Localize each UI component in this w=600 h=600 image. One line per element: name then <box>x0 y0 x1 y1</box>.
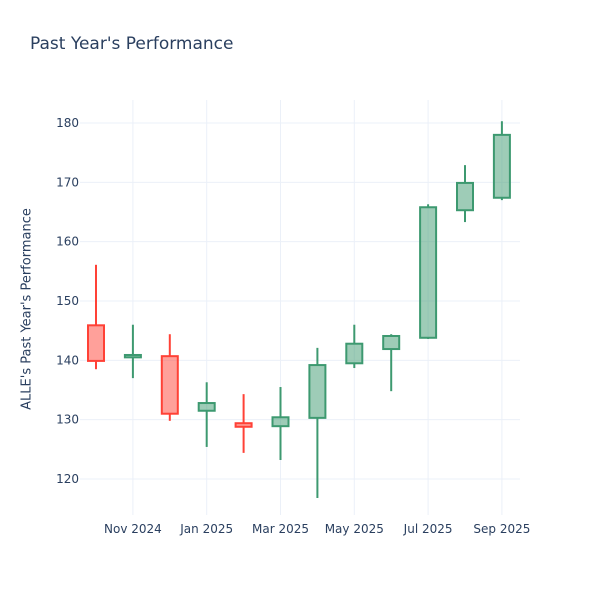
y-tick-label: 130 <box>56 413 79 427</box>
candle-body-decreasing <box>160 355 179 415</box>
x-tick-label: Sep 2025 <box>473 522 530 536</box>
candle-body-decreasing <box>87 324 105 362</box>
x-tick-label: May 2025 <box>325 522 384 536</box>
candle-body-increasing <box>123 353 142 359</box>
y-tick-label: 170 <box>56 175 79 189</box>
x-tick-label: Mar 2025 <box>252 522 309 536</box>
candle-body-increasing <box>382 334 401 351</box>
y-tick-label: 150 <box>56 294 79 308</box>
y-tick-label: 160 <box>56 235 79 249</box>
candle-body-decreasing <box>234 422 253 428</box>
x-tick-label: Nov 2024 <box>104 522 162 536</box>
y-tick-label: 120 <box>56 472 79 486</box>
candle-body-increasing <box>456 181 474 212</box>
candle-body-increasing <box>492 133 511 199</box>
x-tick-label: Jan 2025 <box>179 522 233 536</box>
y-tick-label: 180 <box>56 116 79 130</box>
chart-title: Past Year's Performance <box>30 34 234 54</box>
candle-body-increasing <box>308 364 327 419</box>
candle-body-increasing <box>345 342 364 365</box>
y-tick-label: 140 <box>56 353 79 367</box>
candle-body-increasing <box>197 402 216 412</box>
candle-body-increasing <box>271 416 290 428</box>
candle-body-increasing <box>419 206 438 339</box>
x-tick-label: Jul 2025 <box>403 522 453 536</box>
